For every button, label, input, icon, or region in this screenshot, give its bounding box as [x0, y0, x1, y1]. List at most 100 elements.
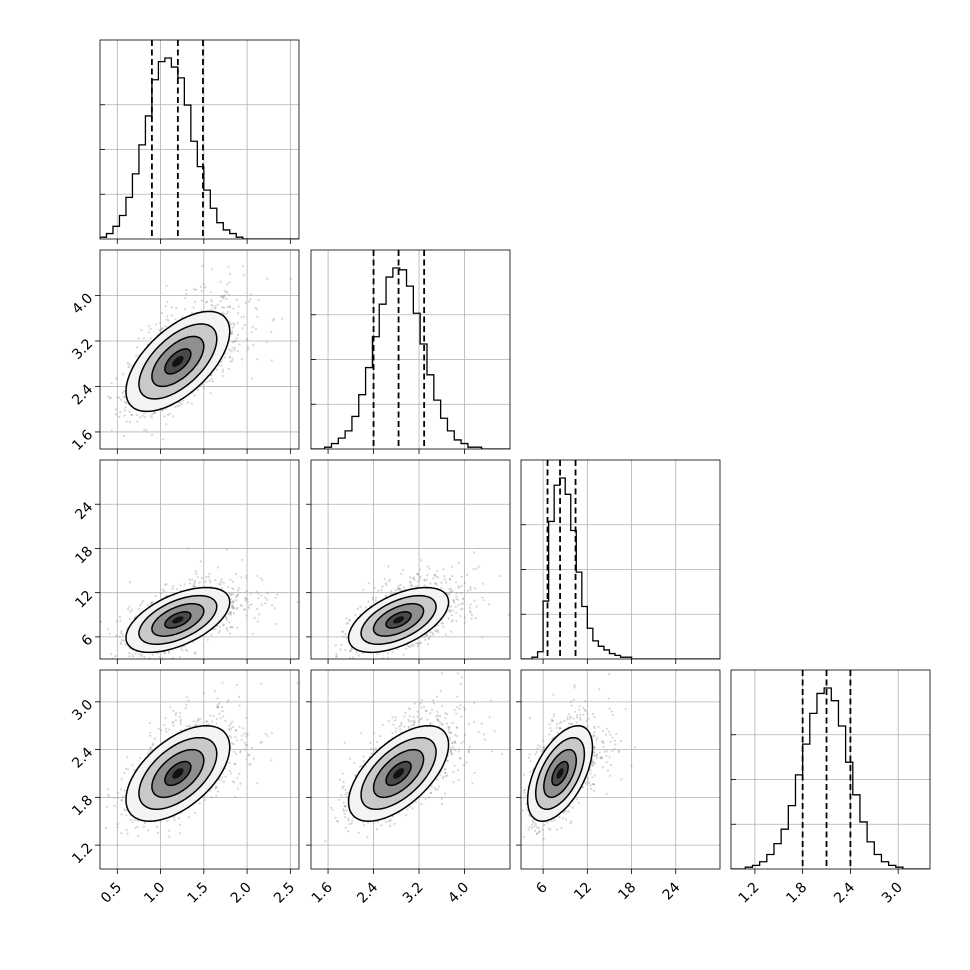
sample-point — [227, 266, 230, 269]
panel-frame — [310, 459, 511, 660]
sample-point — [399, 588, 402, 591]
sample-point — [218, 629, 221, 632]
histogram-step — [100, 57, 299, 239]
sample-point — [358, 654, 361, 657]
sample-point — [228, 355, 231, 358]
sample-point — [178, 832, 181, 835]
sample-point — [184, 297, 187, 300]
sample-point — [194, 570, 197, 573]
sample-point — [218, 364, 221, 367]
sample-point — [391, 650, 394, 654]
sample-point — [442, 568, 445, 571]
contour-line — [372, 602, 425, 637]
sample-point — [451, 619, 454, 622]
sample-point — [119, 619, 122, 622]
sample-point — [172, 724, 175, 727]
sample-point — [436, 569, 439, 573]
y-tick-label: 2.4 — [69, 381, 96, 408]
sample-point — [128, 410, 131, 413]
sample-point — [270, 359, 273, 362]
sample-point — [113, 804, 116, 808]
sample-point — [248, 604, 251, 607]
sample-point — [234, 796, 237, 799]
sample-point — [427, 638, 430, 641]
sample-point — [228, 272, 231, 276]
sample-point — [135, 354, 138, 357]
sample-point — [163, 415, 166, 418]
sample-point — [227, 310, 230, 313]
sample-point — [225, 616, 228, 620]
sample-point — [425, 634, 428, 637]
sample-point — [183, 583, 186, 586]
sample-point — [227, 367, 230, 370]
x-tick-label: 2.4 — [831, 879, 858, 906]
sample-point — [151, 433, 154, 436]
sample-point — [242, 274, 245, 277]
sample-point — [244, 599, 247, 602]
sample-point — [444, 633, 447, 636]
sample-point — [233, 781, 236, 784]
sample-point — [342, 635, 345, 638]
sample-point — [245, 716, 248, 719]
sample-point — [241, 327, 244, 330]
sample-point — [246, 348, 249, 351]
sample-point — [146, 604, 149, 607]
contour-line — [347, 586, 450, 654]
sample-point — [383, 578, 386, 581]
sample-point — [397, 586, 400, 589]
sample-point — [341, 630, 344, 633]
sample-point — [451, 589, 454, 592]
sample-point — [455, 611, 458, 614]
sample-point — [216, 705, 219, 708]
sample-point — [228, 305, 231, 308]
sample-point — [406, 644, 409, 647]
sample-point — [154, 411, 157, 414]
sample-point — [228, 621, 231, 624]
sample-point — [433, 574, 436, 577]
sample-point — [424, 638, 427, 642]
sample-point — [429, 635, 432, 638]
sample-point — [123, 401, 126, 404]
sample-point — [172, 709, 175, 712]
sample-point — [443, 574, 446, 578]
contour-line — [138, 323, 218, 400]
sample-point — [160, 327, 163, 330]
sample-point — [181, 399, 185, 402]
sample-point — [454, 605, 457, 608]
sample-point — [123, 395, 126, 399]
sample-point — [202, 387, 205, 390]
sample-point — [130, 364, 134, 367]
sample-point — [260, 603, 263, 606]
sample-point — [140, 329, 143, 332]
sample-point — [426, 573, 429, 577]
sample-point — [231, 357, 234, 360]
sample-point — [409, 584, 412, 587]
sample-point — [129, 581, 132, 584]
contour-line — [385, 611, 412, 629]
sample-point — [190, 311, 193, 314]
sample-point — [251, 325, 254, 329]
sample-point — [477, 565, 481, 568]
sample-point — [240, 358, 243, 361]
sample-point — [110, 429, 113, 432]
sample-point — [459, 614, 462, 618]
sample-point — [117, 792, 120, 795]
sample-point — [205, 300, 209, 303]
sample-point — [229, 360, 232, 363]
sample-point — [386, 652, 390, 655]
sample-point — [239, 604, 243, 607]
sample-point — [150, 601, 153, 604]
sample-point — [252, 343, 255, 346]
sample-point — [148, 657, 151, 659]
sample-point — [390, 589, 393, 593]
sample-point — [245, 733, 248, 736]
sample-point — [398, 588, 401, 591]
sample-point — [397, 588, 400, 591]
sample-point — [211, 304, 214, 307]
sample-point — [210, 303, 213, 306]
sample-point — [224, 775, 227, 778]
sample-point — [410, 644, 413, 647]
sample-point — [165, 318, 168, 321]
sample-point — [135, 413, 138, 417]
sample-point — [229, 722, 233, 725]
